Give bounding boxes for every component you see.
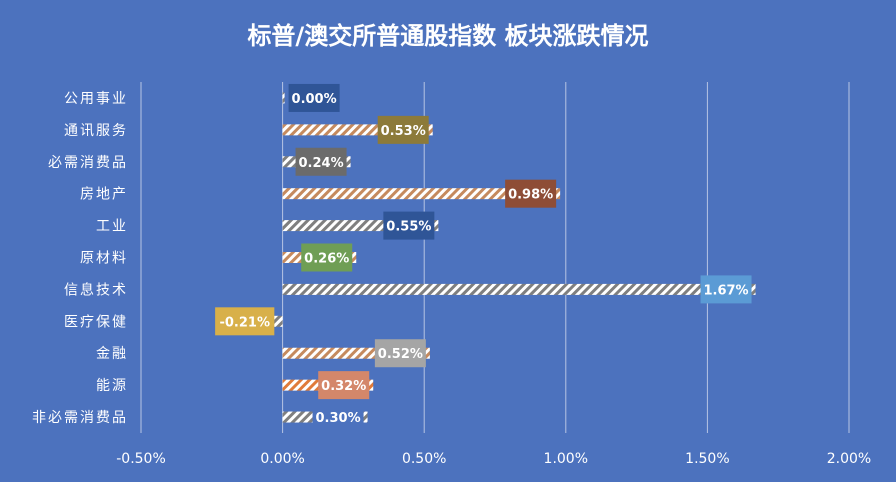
data-label-text: 0.30% (316, 411, 361, 426)
data-label: -0.21% (215, 307, 275, 336)
grid-lines (140, 82, 850, 433)
data-label-text: 0.98% (508, 188, 553, 203)
bar (282, 220, 439, 232)
data-label-box (383, 211, 435, 240)
category-label: 能源 (96, 378, 128, 394)
data-label-box (505, 179, 557, 208)
data-label-box (374, 339, 426, 368)
category-label: 金融 (96, 346, 128, 362)
bar (282, 188, 561, 200)
data-label-text: 0.53% (381, 124, 426, 139)
data-label-text: 0.24% (299, 156, 344, 171)
data-label-box (377, 115, 429, 144)
data-label-text: 0.32% (321, 379, 366, 394)
data-labels: 0.00% 0.53% 0.24% 0.98% 0.55% 0.26% 1.67% -0.21… (215, 83, 752, 432)
data-label: 1.67% (700, 275, 752, 304)
data-label: 0.55% (383, 211, 435, 240)
x-tick-label: 0.50% (402, 451, 446, 467)
data-label: 0.00% (288, 83, 340, 112)
data-label: 0.24% (295, 147, 347, 176)
data-label-box (288, 83, 340, 112)
data-label-box (301, 243, 353, 272)
data-label: 0.26% (301, 243, 353, 272)
bar (282, 124, 433, 136)
data-label-text: 0.00% (292, 92, 337, 107)
x-tick-labels: -0.50% 0.00% 0.50% 1.00% 1.50% 2.00% (116, 451, 871, 467)
data-label-box (215, 307, 275, 336)
x-tick-label: 0.00% (260, 451, 304, 467)
x-tick-label: -0.50% (116, 451, 166, 467)
x-tick-label: 1.00% (544, 451, 588, 467)
data-label: 0.32% (318, 371, 370, 400)
data-label: 0.98% (505, 179, 557, 208)
category-label: 公用事业 (64, 91, 128, 107)
category-label: 信息技术 (64, 281, 128, 298)
data-label: 0.53% (377, 115, 429, 144)
category-label: 通讯服务 (64, 123, 128, 139)
category-label: 房地产 (80, 187, 128, 203)
data-label: 0.30% (312, 403, 364, 432)
category-label: 医疗保健 (64, 314, 128, 330)
data-label-text: 0.55% (386, 220, 431, 235)
data-label-text: 0.52% (378, 347, 423, 362)
bar (282, 347, 430, 359)
data-label-box (700, 275, 752, 304)
x-tick-label: 2.00% (827, 451, 871, 467)
data-label-box (318, 371, 370, 400)
data-label-text: 0.26% (304, 252, 349, 267)
category-label: 非必需消费品 (32, 410, 128, 426)
category-label: 必需消费品 (48, 155, 128, 171)
category-label: 工业 (96, 219, 128, 235)
chart-title: 标普/澳交所普通股指数 板块涨跌情况 (247, 22, 648, 50)
data-label: 0.52% (374, 339, 426, 368)
category-label: 原材料 (80, 251, 128, 267)
data-label-box (312, 403, 364, 432)
x-tick-label: 1.50% (685, 451, 729, 467)
bar (282, 92, 285, 104)
data-label-text: -0.21% (219, 315, 270, 330)
bar (282, 283, 756, 295)
data-label-text: 1.67% (703, 283, 748, 298)
data-label-box (295, 147, 347, 176)
